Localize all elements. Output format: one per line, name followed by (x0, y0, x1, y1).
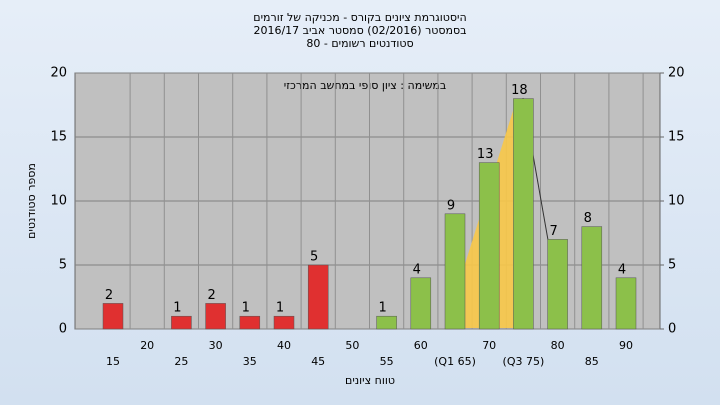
x-tick-label: 50 (345, 339, 359, 352)
bar (410, 277, 432, 330)
x-tick-label: 35 (243, 355, 257, 368)
x-tick-label: 40 (277, 339, 291, 352)
y2-tick-label: 15 (668, 130, 685, 145)
y2-tick-label: 10 (668, 194, 685, 209)
bar (513, 98, 534, 330)
bar (547, 239, 568, 330)
x-tick-label: 55 (380, 355, 394, 368)
y-tick-label: 5 (59, 258, 67, 273)
data-label: 9 (447, 198, 455, 213)
chart-title: היסטוגרמת ציונים בקורס - מכניקה של זורמי… (253, 11, 466, 24)
data-label: 8 (584, 211, 592, 226)
x-tick-label: 80 (551, 339, 565, 352)
bar (239, 315, 261, 330)
bar (273, 315, 295, 330)
x-tick-label: (Q1 65) (434, 355, 476, 368)
data-label: 2 (105, 288, 113, 303)
y2-tick-label: 5 (668, 258, 676, 273)
data-label: 7 (549, 224, 557, 239)
bar (376, 315, 397, 330)
bar (171, 315, 192, 330)
y-tick-label: 20 (50, 66, 67, 81)
chart-subtitle: בסמסטר (02/2016) סמסטר אביב 2016/17 (253, 24, 466, 37)
data-label: 18 (511, 83, 528, 98)
data-label: 4 (413, 262, 421, 277)
x-tick-label: 70 (482, 339, 496, 352)
bar (205, 303, 226, 330)
y2-tick-label: 20 (668, 66, 685, 81)
data-label: 4 (618, 262, 626, 277)
x-tick-label: 85 (585, 355, 599, 368)
data-label: 1 (276, 301, 284, 316)
y-tick-label: 15 (50, 130, 67, 145)
y2-tick-label: 0 (668, 322, 676, 337)
bar (444, 213, 466, 330)
data-label: 1 (173, 301, 181, 316)
chart-subtitle: 80 - סטודנטים רשומים (306, 37, 413, 50)
bar (581, 226, 603, 330)
x-tick-label: 90 (619, 339, 633, 352)
data-label: 5 (310, 250, 318, 265)
data-label: 1 (378, 301, 386, 316)
y-tick-label: 0 (59, 322, 67, 337)
x-tick-label: 30 (209, 339, 223, 352)
y-tick-label: 10 (50, 194, 67, 209)
x-tick-label: (Q3 75) (503, 355, 545, 368)
bar (102, 303, 124, 330)
x-tick-label: 45 (311, 355, 325, 368)
x-tick-label: 15 (106, 355, 120, 368)
x-tick-label: 60 (414, 339, 428, 352)
data-label: 2 (207, 288, 215, 303)
data-label: 1 (242, 301, 250, 316)
x-axis-label: טווח ציונים (345, 374, 395, 387)
x-tick-label: 20 (140, 339, 154, 352)
y-axis-label: מספר סטודנטים (25, 163, 38, 239)
bar (307, 264, 329, 330)
data-label: 13 (477, 147, 494, 162)
bar (478, 162, 500, 330)
annotation: במשימה : ציון סופי במחשב המרכזי (284, 79, 447, 92)
bar (615, 277, 637, 330)
x-tick-label: 25 (174, 355, 188, 368)
